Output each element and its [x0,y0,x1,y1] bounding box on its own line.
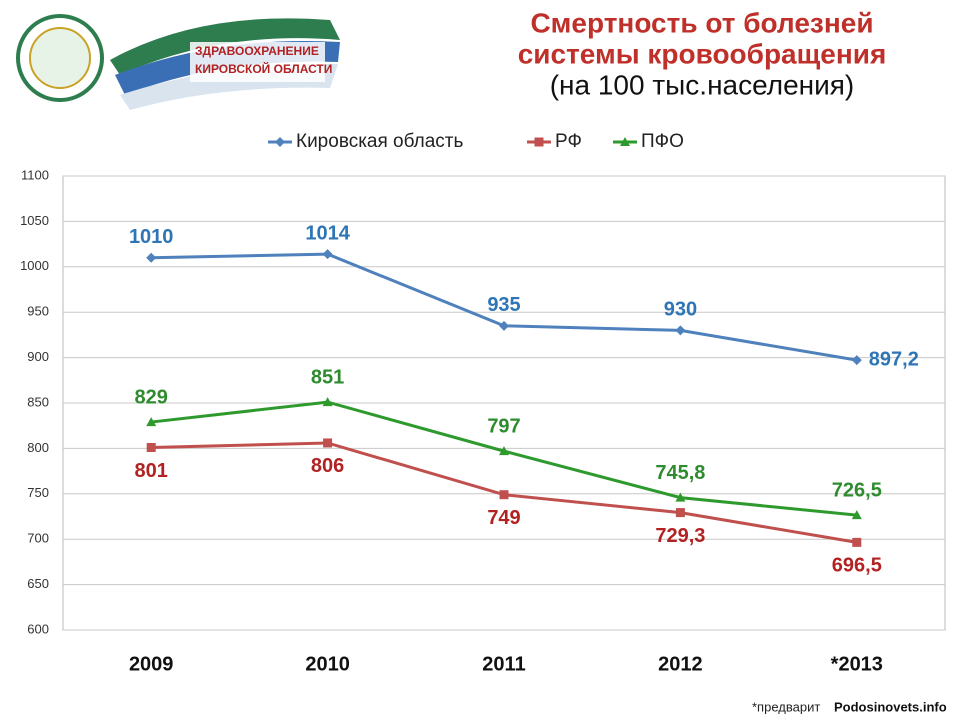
y-tick-label: 950 [27,304,49,319]
watermark-bg [832,698,958,718]
x-tick-label: 2010 [305,653,350,675]
marker [499,446,509,456]
logo: ЗДРАВООХРАНЕНИЕ КИРОВСКОЙ ОБЛАСТИ [16,14,340,110]
x-tick-label: *2013 [831,653,883,675]
title: системы кровообращения [518,38,887,69]
value-label: 745,8 [655,462,705,484]
marker [499,490,509,500]
marker [675,492,686,502]
legend-marker [534,137,544,147]
value-label: 935 [487,294,520,316]
value-label: 930 [664,299,697,321]
y-tick-label: 650 [27,576,49,591]
value-label: 897,2 [869,348,919,370]
x-tick-label: 2011 [482,653,525,675]
legend-marker [275,137,285,147]
value-label: 726,5 [832,479,882,501]
watermark: Podosinovets.info [834,699,947,714]
y-tick-label: 600 [27,621,49,636]
y-tick-label: 850 [27,394,49,409]
marker [323,438,333,448]
y-tick-label: 1100 [21,167,49,182]
marker [851,355,862,366]
y-tick-label: 700 [27,531,49,546]
marker [322,397,333,407]
logo-text: КИРОВСКОЙ ОБЛАСТИ [195,61,332,76]
marker [146,417,157,427]
marker [146,442,156,452]
value-label: 749 [487,507,520,529]
value-label: 1010 [129,226,174,248]
legend-label: Кировская область [296,131,464,152]
y-tick-label: 1000 [20,258,49,273]
marker [675,325,686,336]
value-label: 801 [135,460,168,482]
marker [322,249,333,260]
x-tick-label: 2012 [658,653,703,675]
value-label: 829 [135,386,168,408]
logo-text: ЗДРАВООХРАНЕНИЕ [195,44,319,58]
marker [851,510,862,520]
value-label: 851 [311,366,344,388]
value-label: 729,3 [655,525,705,547]
subtitle: (на 100 тыс.населения) [550,69,855,100]
value-label: 806 [311,455,344,477]
x-tick-label: 2009 [129,653,174,675]
y-tick-label: 1050 [20,213,49,228]
legend-label: РФ [555,131,582,152]
legend-marker [620,137,630,146]
value-label: 797 [487,415,520,437]
value-label: 1014 [305,222,350,244]
legend-label: ПФО [641,131,684,152]
y-tick-label: 800 [27,440,49,455]
footnote: *предварит [752,699,820,714]
value-label: 696,5 [832,555,882,577]
title: Смертность от болезней [530,7,873,38]
y-tick-label: 900 [27,349,49,364]
marker [852,537,862,547]
marker [146,252,157,263]
marker [675,508,685,518]
y-tick-label: 750 [27,485,49,500]
marker [499,320,509,331]
